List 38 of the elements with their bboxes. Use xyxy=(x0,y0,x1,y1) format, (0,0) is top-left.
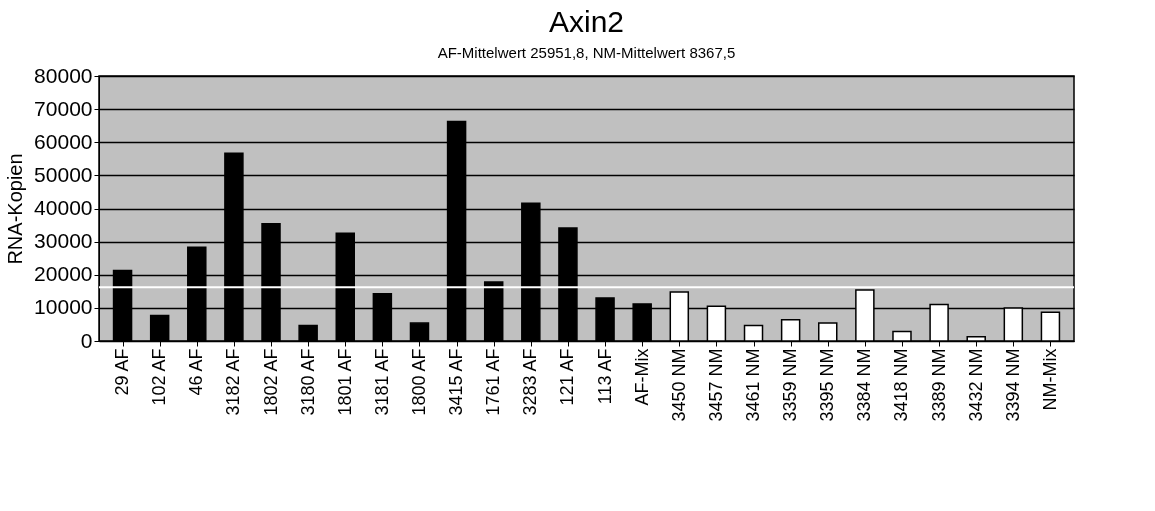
x-tick-label: 3461 NM xyxy=(743,348,764,422)
x-tick-label: 102 AF xyxy=(149,348,170,406)
x-tick-label: 1801 AF xyxy=(334,348,355,416)
x-tick-label: NM-Mix xyxy=(1039,348,1060,411)
x-tick-label: 121 AF xyxy=(557,348,578,406)
x-tick-label: 3415 AF xyxy=(446,348,467,416)
y-tick-label: 0 xyxy=(80,328,93,352)
x-tick-label: AF-Mix xyxy=(631,348,652,406)
x-tick-label: 3384 NM xyxy=(854,348,875,422)
x-tick-label: 3432 NM xyxy=(965,348,986,422)
x-tick-label: 1802 AF xyxy=(260,348,281,416)
x-tick-label: 3359 NM xyxy=(780,348,801,422)
chart-title: Axin2 xyxy=(548,5,625,38)
x-tick-label: 1800 AF xyxy=(408,348,429,416)
y-tick-label: 30000 xyxy=(34,229,93,253)
y-tick-label: 50000 xyxy=(34,162,93,186)
y-tick-label: 10000 xyxy=(34,295,93,319)
y-axis-title: RNA-Kopien xyxy=(4,153,27,265)
x-tick-label: 3394 NM xyxy=(1002,348,1023,422)
x-tick-label: 46 AF xyxy=(186,348,207,396)
x-tick-label: 3181 AF xyxy=(371,348,392,416)
y-tick-label: 80000 xyxy=(34,63,93,87)
y-tick-label: 40000 xyxy=(34,196,93,219)
x-tick-label: 3180 AF xyxy=(297,348,318,416)
x-tick-label: 1761 AF xyxy=(483,348,504,416)
x-tick-label: 113 AF xyxy=(594,348,615,405)
x-tick-label: 3450 NM xyxy=(668,348,689,422)
x-tick-label: 3283 AF xyxy=(520,348,541,416)
x-tick-label: 3457 NM xyxy=(705,348,726,422)
y-tick-label: 60000 xyxy=(34,129,93,153)
x-tick-label: 3389 NM xyxy=(928,348,949,422)
x-tick-label: 3418 NM xyxy=(891,348,912,422)
y-tick-label: 20000 xyxy=(34,262,93,286)
x-tick-label: 3395 NM xyxy=(817,348,838,422)
x-tick-label: 3182 AF xyxy=(223,348,244,416)
x-tick-label: 29 AF xyxy=(112,348,133,396)
chart-subtitle: AF-Mittelwert 25951,8, NM-Mittelwert 8367,5 xyxy=(437,44,736,61)
y-tick-label: 70000 xyxy=(34,96,93,120)
